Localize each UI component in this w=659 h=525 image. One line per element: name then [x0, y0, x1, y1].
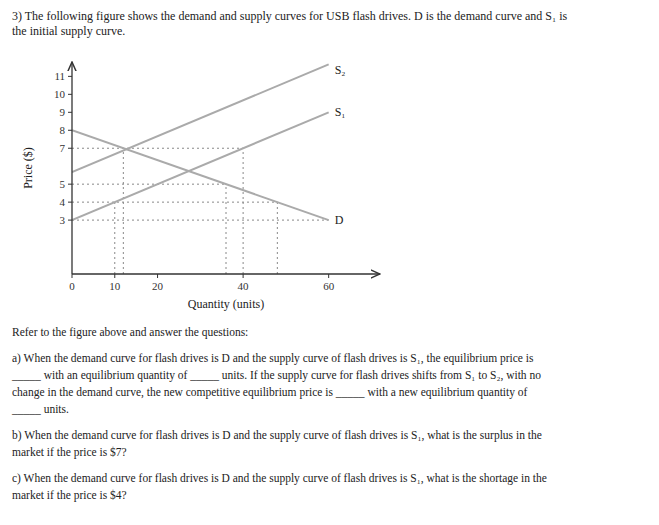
- page: {"chart_data": { "type": "line", "title"…: [0, 0, 659, 525]
- x-tick: [328, 274, 329, 278]
- reference-line: [114, 202, 115, 274]
- y-tick: [68, 184, 72, 185]
- x-tick: [114, 274, 115, 278]
- curve-label: S₁: [335, 105, 346, 119]
- reference-line: [72, 202, 277, 203]
- chart: 3) The following figure shows the demand…: [0, 0, 659, 525]
- y-tick: [68, 220, 72, 221]
- curve-label: D: [335, 213, 344, 227]
- reference-line: [226, 184, 227, 274]
- x-tick-label: 0: [69, 280, 75, 292]
- x-tick: [157, 274, 158, 278]
- curve: [72, 130, 329, 220]
- y-tick-label: 8: [60, 124, 66, 136]
- y-axis-line: [71, 62, 72, 274]
- y-tick: [68, 76, 72, 77]
- title-line: the initial supply curve.: [12, 24, 125, 38]
- y-tick-label: 4: [60, 196, 66, 208]
- reference-line: [123, 148, 124, 274]
- question-line: _____ units.: [11, 403, 69, 415]
- question-line: Refer to the figure above and answer the…: [12, 326, 248, 339]
- x-tick-label: 10: [109, 280, 121, 292]
- y-tick-label: 11: [54, 70, 65, 82]
- question-line: c) When the demand curve for flash drive…: [12, 472, 547, 485]
- y-tick: [68, 148, 72, 149]
- question-line: a) When the demand curve for flash drive…: [12, 352, 534, 365]
- x-axis-label: Quantity (units): [188, 297, 264, 311]
- axes: 0 10 20 40 60 3 4 5 7 8 9 10 11: [54, 62, 380, 292]
- x-tick: [243, 274, 244, 278]
- x-tick-label: 20: [152, 280, 164, 292]
- question-line: change in the demand curve, the new comp…: [12, 386, 528, 399]
- questions: Refer to the figure above and answer the…: [11, 326, 547, 502]
- reference-line: [72, 184, 226, 185]
- title: 3) The following figure shows the demand…: [12, 9, 568, 38]
- y-tick: [68, 112, 72, 113]
- question-line: market if the price is $7?: [12, 446, 127, 459]
- x-tick-label: 60: [323, 280, 335, 292]
- x-axis-line: [72, 273, 380, 274]
- question-line: _____ with an equilibrium quantity of __…: [11, 369, 541, 382]
- curve: [72, 112, 329, 220]
- y-tick-label: 3: [60, 214, 66, 226]
- y-tick-label: 5: [60, 178, 66, 190]
- y-tick: [68, 130, 72, 131]
- title-line: 3) The following figure shows the demand…: [12, 9, 568, 23]
- x-tick-label: 40: [238, 280, 250, 292]
- y-tick-label: 7: [60, 142, 66, 154]
- y-tick-label: 9: [60, 106, 66, 118]
- y-tick: [68, 94, 72, 95]
- reference-line: [243, 148, 244, 274]
- reference-line: [72, 220, 329, 221]
- question-line: market if the price is $4?: [12, 489, 127, 502]
- x-tick: [72, 274, 73, 278]
- curve-label: S₂: [335, 63, 346, 77]
- reference-line: [277, 202, 278, 274]
- y-axis-label: Price ($): [21, 147, 35, 189]
- y-tick-label: 10: [54, 88, 66, 100]
- plot-area: [72, 64, 329, 274]
- curve-labels: D S₁ S₂: [335, 63, 346, 227]
- curve: [72, 64, 329, 172]
- reference-line: [72, 148, 243, 149]
- question-line: b) When the demand curve for flash drive…: [12, 429, 542, 442]
- y-tick: [68, 202, 72, 203]
